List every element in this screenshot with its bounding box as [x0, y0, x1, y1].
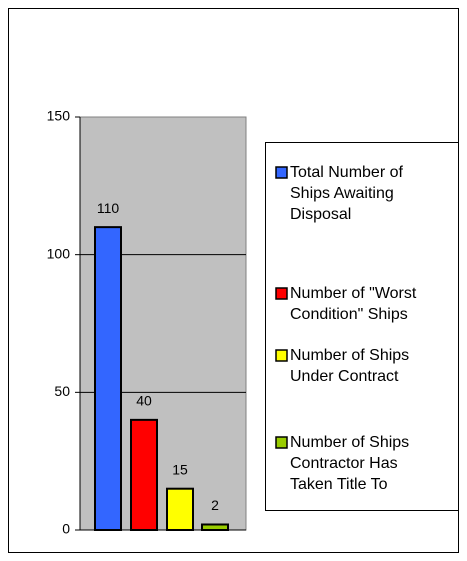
bar — [201, 523, 229, 532]
y-tick-label: 50 — [54, 383, 70, 399]
data-label: 110 — [97, 200, 120, 216]
legend-box — [265, 142, 459, 511]
data-label: 2 — [211, 497, 219, 513]
y-tick-label: 150 — [47, 108, 71, 124]
bar — [166, 487, 194, 532]
legend-swatch — [275, 166, 288, 179]
legend-swatch — [275, 349, 288, 362]
data-label: 40 — [136, 393, 152, 409]
legend-label: Number of "Worst Condition" Ships — [290, 285, 417, 323]
y-tick-label: 100 — [47, 245, 71, 261]
legend-label: Number of Ships Contractor Has Taken Tit… — [290, 434, 410, 493]
bar — [94, 226, 122, 531]
legend-swatch — [275, 436, 288, 449]
legend-label: Number of Ships Under Contract — [290, 347, 410, 385]
legend-swatch — [275, 287, 288, 300]
legend-label: Total Number of Ships Awaiting Disposal — [290, 164, 403, 223]
y-tick-label: 0 — [62, 521, 70, 537]
data-label: 15 — [172, 461, 188, 477]
bar — [130, 418, 158, 531]
